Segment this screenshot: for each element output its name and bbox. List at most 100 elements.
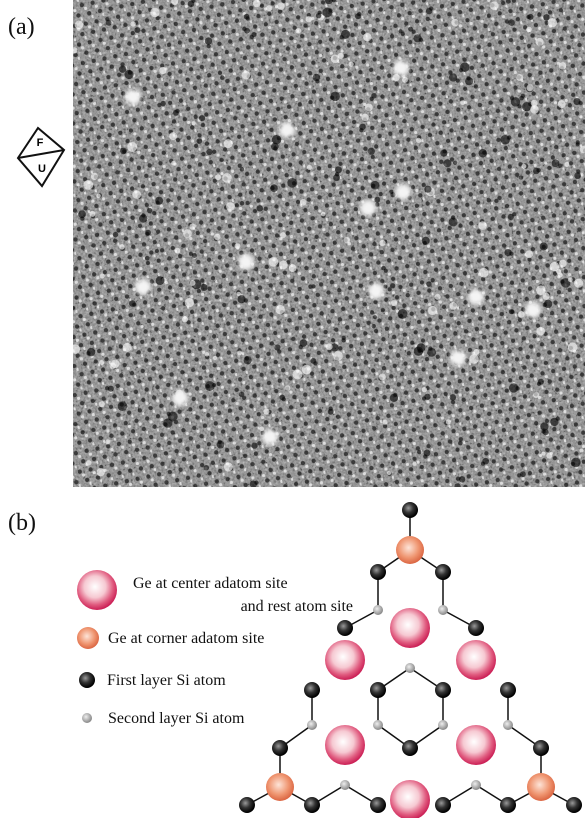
stm-defect	[107, 385, 114, 392]
stm-defect	[445, 419, 452, 425]
stm-defect	[354, 13, 361, 20]
stm-defect	[452, 160, 458, 165]
stm-defect	[266, 5, 273, 12]
ge-center	[456, 640, 496, 680]
stm-defect	[348, 61, 354, 67]
stm-defect	[99, 273, 105, 279]
stm-bright-spot	[360, 200, 376, 216]
stm-defect	[270, 142, 279, 151]
stm-defect	[527, 13, 534, 20]
ge-center	[390, 608, 430, 648]
stm-defect	[533, 392, 539, 398]
stm-defect	[252, 0, 261, 8]
second-layer-si	[471, 780, 481, 790]
stm-defect	[540, 422, 549, 431]
stm-defect	[251, 442, 258, 449]
stm-defect	[238, 391, 245, 398]
first-layer-si	[533, 740, 549, 756]
stm-defect	[372, 315, 377, 320]
stm-bright-spot	[172, 390, 188, 406]
stm-defect	[155, 276, 165, 285]
stm-defect	[546, 452, 553, 459]
ge-center	[325, 725, 365, 765]
stm-defect	[421, 236, 430, 245]
stm-defect	[159, 66, 167, 75]
stm-defect	[389, 393, 399, 402]
second-layer-si	[307, 720, 317, 730]
stm-defect	[288, 264, 297, 272]
stm-defect	[237, 350, 242, 356]
stm-defect	[451, 18, 459, 27]
stm-defect	[559, 259, 567, 268]
stm-defect	[90, 172, 99, 181]
stm-defect	[542, 292, 550, 300]
stm-defect	[243, 13, 250, 20]
legend-label: Ge at center adatom site	[133, 575, 288, 592]
stm-defect	[99, 360, 105, 366]
stm-defect	[191, 252, 197, 258]
stm-defect	[299, 198, 307, 206]
stm-defect	[275, 304, 285, 315]
stm-defect	[526, 84, 534, 92]
first-layer-si	[566, 797, 582, 813]
stm-defect	[139, 214, 148, 223]
first-layer-si	[272, 740, 288, 756]
stm-defect	[547, 17, 558, 28]
stm-defect	[449, 394, 457, 401]
ge-center	[456, 725, 496, 765]
stm-defect	[117, 401, 128, 411]
stm-defect	[424, 393, 431, 400]
first-layer-si	[435, 682, 451, 698]
stm-defect	[383, 284, 388, 289]
stm-defect	[473, 349, 480, 356]
stm-defect	[330, 343, 339, 352]
stm-defect	[144, 255, 150, 261]
stm-defect	[270, 184, 278, 192]
stm-defect	[359, 123, 366, 131]
stm-defect	[454, 483, 461, 487]
stm-defect	[295, 27, 302, 34]
stm-defect	[458, 476, 466, 483]
stm-defect	[574, 172, 581, 180]
first-layer-si	[304, 682, 320, 698]
stm-defect	[251, 31, 257, 38]
stm-defect	[536, 326, 546, 336]
stm-defect	[397, 309, 408, 319]
stm-defect	[239, 201, 245, 206]
stm-defect	[417, 449, 422, 455]
second-layer-si	[340, 780, 350, 790]
ge-center	[325, 640, 365, 680]
stm-defect	[78, 210, 86, 219]
stm-bright-spot	[135, 279, 151, 295]
stm-defect	[259, 426, 265, 432]
first-layer-si	[370, 682, 386, 698]
stm-defect	[427, 347, 437, 357]
stm-defect	[299, 339, 308, 347]
stm-defect	[105, 439, 111, 445]
stm-defect	[516, 74, 524, 81]
stm-defect	[551, 159, 560, 168]
stm-defect	[390, 283, 396, 289]
stm-defect	[214, 233, 221, 241]
stm-defect	[364, 103, 373, 112]
ge-corner	[396, 536, 424, 564]
stm-defect	[212, 382, 217, 388]
stm-defect	[458, 440, 463, 446]
stm-defect	[306, 164, 312, 171]
stm-defect	[449, 301, 458, 310]
stm-defect	[327, 408, 334, 415]
stm-defect	[263, 408, 270, 415]
stm-defect	[469, 354, 479, 364]
stm-defect	[189, 223, 196, 230]
stm-defect	[171, 160, 176, 166]
stm-defect	[543, 14, 550, 21]
stm-defect	[363, 32, 372, 42]
legend-label: and rest atom site	[241, 598, 353, 615]
stm-defect	[241, 70, 251, 80]
panel-label: (a)	[8, 14, 35, 40]
second-layer-si	[503, 720, 513, 730]
stm-defect	[401, 76, 408, 83]
legend-symbol	[77, 627, 99, 649]
stm-defect	[391, 299, 398, 307]
stm-defect	[530, 99, 538, 107]
